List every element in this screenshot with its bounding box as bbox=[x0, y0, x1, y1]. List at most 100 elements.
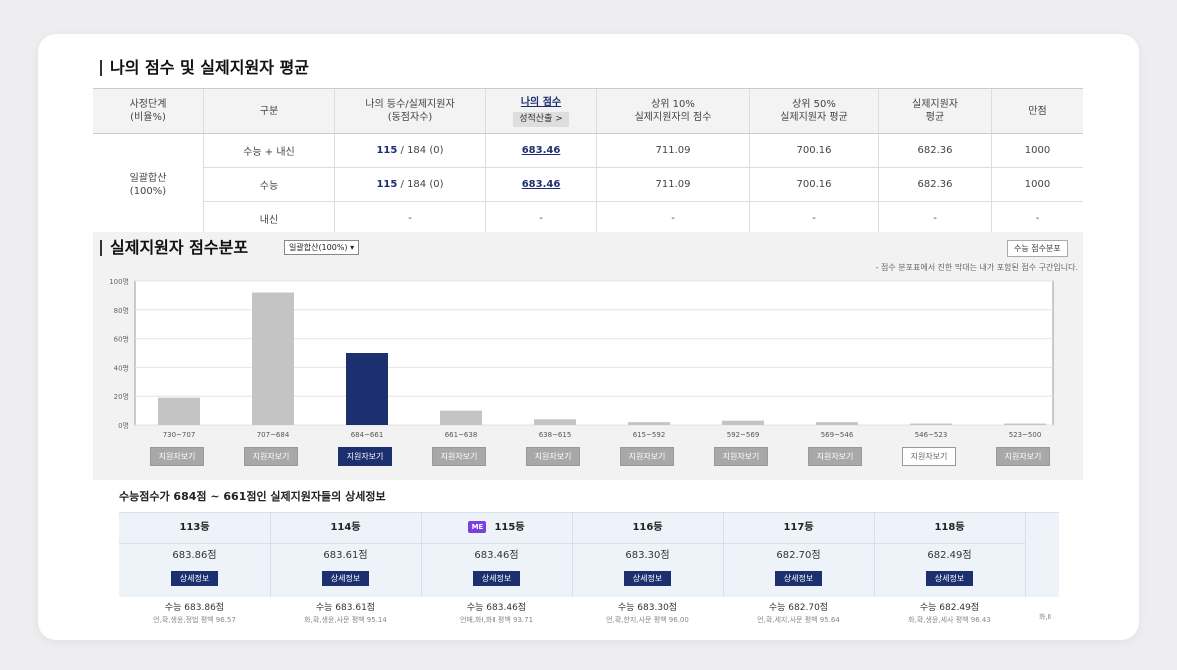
detail-rank: ME 115등 bbox=[421, 513, 572, 544]
partial-footer: 화,Ⅱ bbox=[1038, 613, 1052, 621]
detail-info-button[interactable]: 상세정보 bbox=[623, 571, 672, 586]
table-row: 일괄합산 (100%) 수능 + 내신 115 / 184 (0) 683.46… bbox=[93, 133, 1083, 236]
bar bbox=[1004, 423, 1046, 425]
detail-score: 682.49점 bbox=[927, 550, 972, 561]
x-tick-label: 615~592 bbox=[633, 431, 666, 439]
detail-info-button[interactable]: 상세정보 bbox=[321, 571, 370, 586]
detail-title: 수능점수가 684점 ~ 661점인 실제지원자들의 상세정보 bbox=[119, 490, 386, 503]
x-tick-label: 523~500 bbox=[1009, 431, 1042, 439]
top50-cell: - bbox=[749, 201, 879, 236]
footer-subjects: 언매,화Ⅰ,화Ⅱ 평백 93.71 bbox=[459, 616, 534, 624]
header-full: 만점 bbox=[991, 88, 1083, 134]
detail-grid: 113등 683.86점 상세정보 114등 683.61점 상세정보 ME 115등 683.… bbox=[119, 512, 1059, 597]
bar bbox=[816, 422, 858, 425]
footer-score: 수능 682.49점 bbox=[919, 603, 980, 613]
suneung-distribution-button[interactable]: 수능 점수분포 bbox=[1007, 240, 1068, 257]
content-card: 나의 점수 및 실제지원자 평균 사정단계 (비율%) 구분 나의 등수/실제지… bbox=[38, 34, 1139, 640]
footer-score: 수능 683.46점 bbox=[466, 603, 527, 613]
y-tick-label: 60명 bbox=[114, 335, 129, 344]
footer-subjects: 언,확,생윤,정법 평백 96.57 bbox=[153, 616, 236, 624]
header-stage: 사정단계 (비율%) bbox=[93, 88, 204, 134]
footer-subjects: 언,확,세지,사문 평백 95.64 bbox=[757, 616, 840, 624]
y-tick-label: 20명 bbox=[114, 392, 129, 401]
detail-score: 683.46점 bbox=[474, 550, 519, 561]
x-tick-label: 684~661 bbox=[351, 431, 384, 439]
header-top50: 상위 50% 실제지원자 평균 bbox=[749, 88, 879, 134]
view-applicants-button[interactable]: 지원자보기 bbox=[902, 447, 956, 466]
category-cell: 수능 bbox=[203, 167, 335, 202]
footer-subjects: 화,확,생윤,세사 평백 96.43 bbox=[908, 616, 991, 624]
y-tick-label: 80명 bbox=[114, 306, 129, 315]
top10-cell: - bbox=[596, 201, 750, 236]
detail-column: 114등 683.61점 상세정보 bbox=[270, 513, 422, 597]
detail-score: 683.86점 bbox=[172, 550, 217, 561]
view-applicants-button[interactable]: 지원자보기 bbox=[620, 447, 674, 466]
y-tick-label: 40명 bbox=[114, 363, 129, 372]
footer-score: 수능 683.30점 bbox=[617, 603, 678, 613]
bar bbox=[722, 420, 764, 425]
detail-footer-item: 수능 683.30점 언,확,한지,사문 평백 96.00 bbox=[572, 600, 723, 625]
rank-cell: 115 / 184 (0) bbox=[334, 133, 486, 168]
detail-rank: 118등 bbox=[874, 513, 1025, 544]
x-tick-label: 730~707 bbox=[163, 431, 196, 439]
x-tick-label: 546~523 bbox=[915, 431, 948, 439]
x-tick-label: 638~615 bbox=[539, 431, 572, 439]
my-score-value[interactable]: 683.46 bbox=[521, 179, 561, 190]
distribution-title: 실제지원자 점수분포 bbox=[100, 240, 248, 256]
category-cell: 내신 bbox=[203, 201, 335, 236]
view-applicants-button[interactable]: 지원자보기 bbox=[432, 447, 486, 466]
header-my-score: 나의 점수 성적산출 > bbox=[485, 88, 597, 134]
score-calc-button[interactable]: 성적산출 > bbox=[513, 111, 569, 127]
detail-info-button[interactable]: 상세정보 bbox=[170, 571, 219, 586]
rank-cell: - bbox=[334, 201, 486, 236]
view-applicants-button[interactable]: 지원자보기 bbox=[526, 447, 580, 466]
detail-score: 683.30점 bbox=[625, 550, 670, 561]
detail-info-button[interactable]: 상세정보 bbox=[774, 571, 823, 586]
full-cell: 1000 bbox=[991, 133, 1083, 168]
stage-dropdown[interactable]: 일괄합산(100%) ▾ bbox=[284, 240, 360, 255]
detail-info-button[interactable]: 상세정보 bbox=[472, 571, 521, 586]
bar bbox=[346, 353, 388, 425]
detail-rank: 117등 bbox=[723, 513, 874, 544]
table-row: 수능 115 / 184 (0) 683.46 711.09 700.16 68… bbox=[93, 167, 1083, 202]
my-score-link[interactable]: 나의 점수 bbox=[520, 96, 562, 108]
detail-footer-item: 수능 683.86점 언,확,생윤,정법 평백 96.57 bbox=[119, 600, 270, 625]
bar bbox=[628, 422, 670, 425]
detail-info-button[interactable]: 상세정보 bbox=[925, 571, 974, 586]
footer-score: 수능 682.70점 bbox=[768, 603, 829, 613]
top10-cell: 711.09 bbox=[596, 167, 750, 202]
my-score-cell: 683.46 bbox=[485, 167, 597, 202]
detail-column: 113등 683.86점 상세정보 bbox=[119, 513, 271, 597]
view-applicants-button[interactable]: 지원자보기 bbox=[714, 447, 768, 466]
view-applicants-button[interactable]: 지원자보기 bbox=[244, 447, 298, 466]
x-tick-label: 661~638 bbox=[445, 431, 478, 439]
bar bbox=[910, 423, 952, 425]
view-applicants-button[interactable]: 지원자보기 bbox=[808, 447, 862, 466]
my-score-value[interactable]: 683.46 bbox=[521, 145, 561, 156]
view-applicants-button[interactable]: 지원자보기 bbox=[996, 447, 1050, 466]
footer-subjects: 화,확,생윤,사문 평백 95.14 bbox=[304, 616, 387, 624]
footer-score: 수능 683.61점 bbox=[315, 603, 376, 613]
bar bbox=[440, 410, 482, 425]
header-rank: 나의 등수/실제지원자 (동점자수) bbox=[334, 88, 486, 134]
detail-rank: 116등 bbox=[572, 513, 723, 544]
top10-cell: 711.09 bbox=[596, 133, 750, 168]
full-cell: - bbox=[991, 201, 1083, 236]
avg-cell: - bbox=[878, 201, 992, 236]
detail-rank: 114등 bbox=[270, 513, 421, 544]
x-tick-label: 707~684 bbox=[257, 431, 290, 439]
my-score-cell: 683.46 bbox=[485, 133, 597, 168]
view-applicants-button[interactable]: 지원자보기 bbox=[150, 447, 204, 466]
view-applicants-button[interactable]: 지원자보기 bbox=[338, 447, 392, 466]
x-tick-label: 592~569 bbox=[727, 431, 760, 439]
detail-score: 682.70점 bbox=[776, 550, 821, 561]
y-tick-label: 100명 bbox=[109, 277, 129, 286]
